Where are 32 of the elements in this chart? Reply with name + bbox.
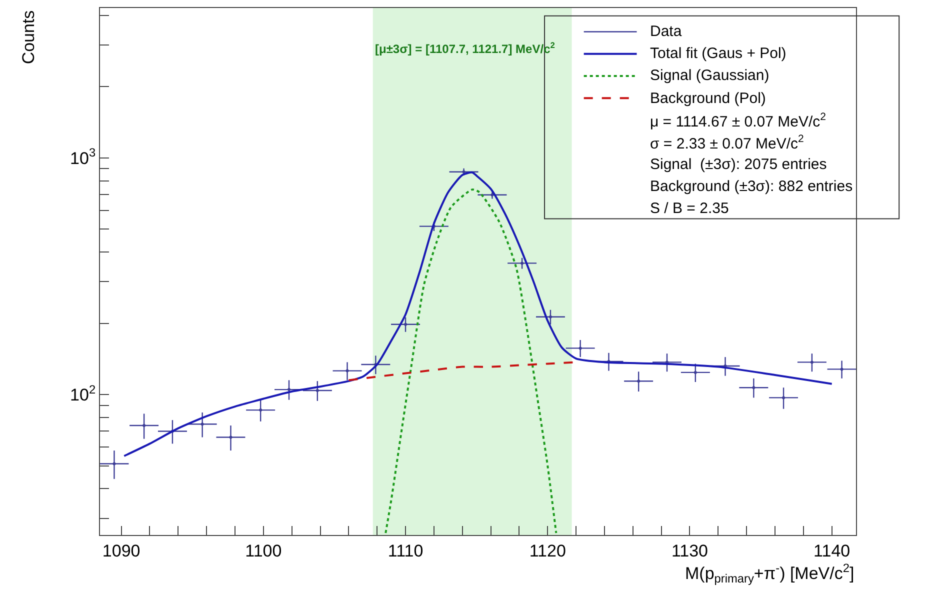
point bbox=[229, 436, 232, 439]
point bbox=[520, 262, 524, 265]
legend-label: Background (Pol) bbox=[650, 90, 766, 107]
point bbox=[200, 422, 204, 426]
y-tick-label: 10$^{3}$ bbox=[70, 146, 96, 168]
point bbox=[462, 170, 466, 174]
point bbox=[752, 386, 756, 390]
annotation: S / B = 2.35 bbox=[650, 200, 729, 217]
x-tick-label: 1110 bbox=[388, 541, 424, 560]
x-tick-label: 1090 bbox=[102, 541, 140, 560]
annotation: Background (±3σ): 882 entries bbox=[650, 178, 853, 195]
annotation: μ = 1114.67 ± 0.07 MeV/c$^{2}$ bbox=[650, 111, 826, 130]
annotation: Signal (±3σ): 2075 entries bbox=[650, 156, 827, 173]
point bbox=[578, 346, 582, 350]
point bbox=[810, 360, 814, 364]
point bbox=[490, 193, 494, 196]
y-tick-label: 10$^{2}$ bbox=[70, 382, 96, 405]
y-axis-title: Counts bbox=[19, 10, 38, 64]
x-axis-title: M(p$_{primary}$+π$^{-}$) [MeV/c$^{2}$] bbox=[685, 561, 854, 586]
legend-label: Total fit (Gaus + Pol) bbox=[650, 45, 786, 62]
x-tick-label: 1120 bbox=[529, 541, 566, 560]
x-tick-label: 1130 bbox=[671, 541, 708, 560]
annotation: σ = 2.33 ± 0.07 MeV/c$^{2}$ bbox=[650, 133, 804, 152]
legend-label: Data bbox=[650, 23, 682, 40]
point bbox=[346, 369, 349, 372]
line-series bbox=[384, 188, 558, 534]
point bbox=[782, 396, 786, 400]
x-tick-label: 1100 bbox=[245, 541, 282, 560]
point bbox=[112, 462, 116, 466]
x-tick-label: 1140 bbox=[814, 541, 850, 560]
point bbox=[840, 368, 844, 371]
legend-label: Signal (Gaussian) bbox=[650, 67, 770, 84]
